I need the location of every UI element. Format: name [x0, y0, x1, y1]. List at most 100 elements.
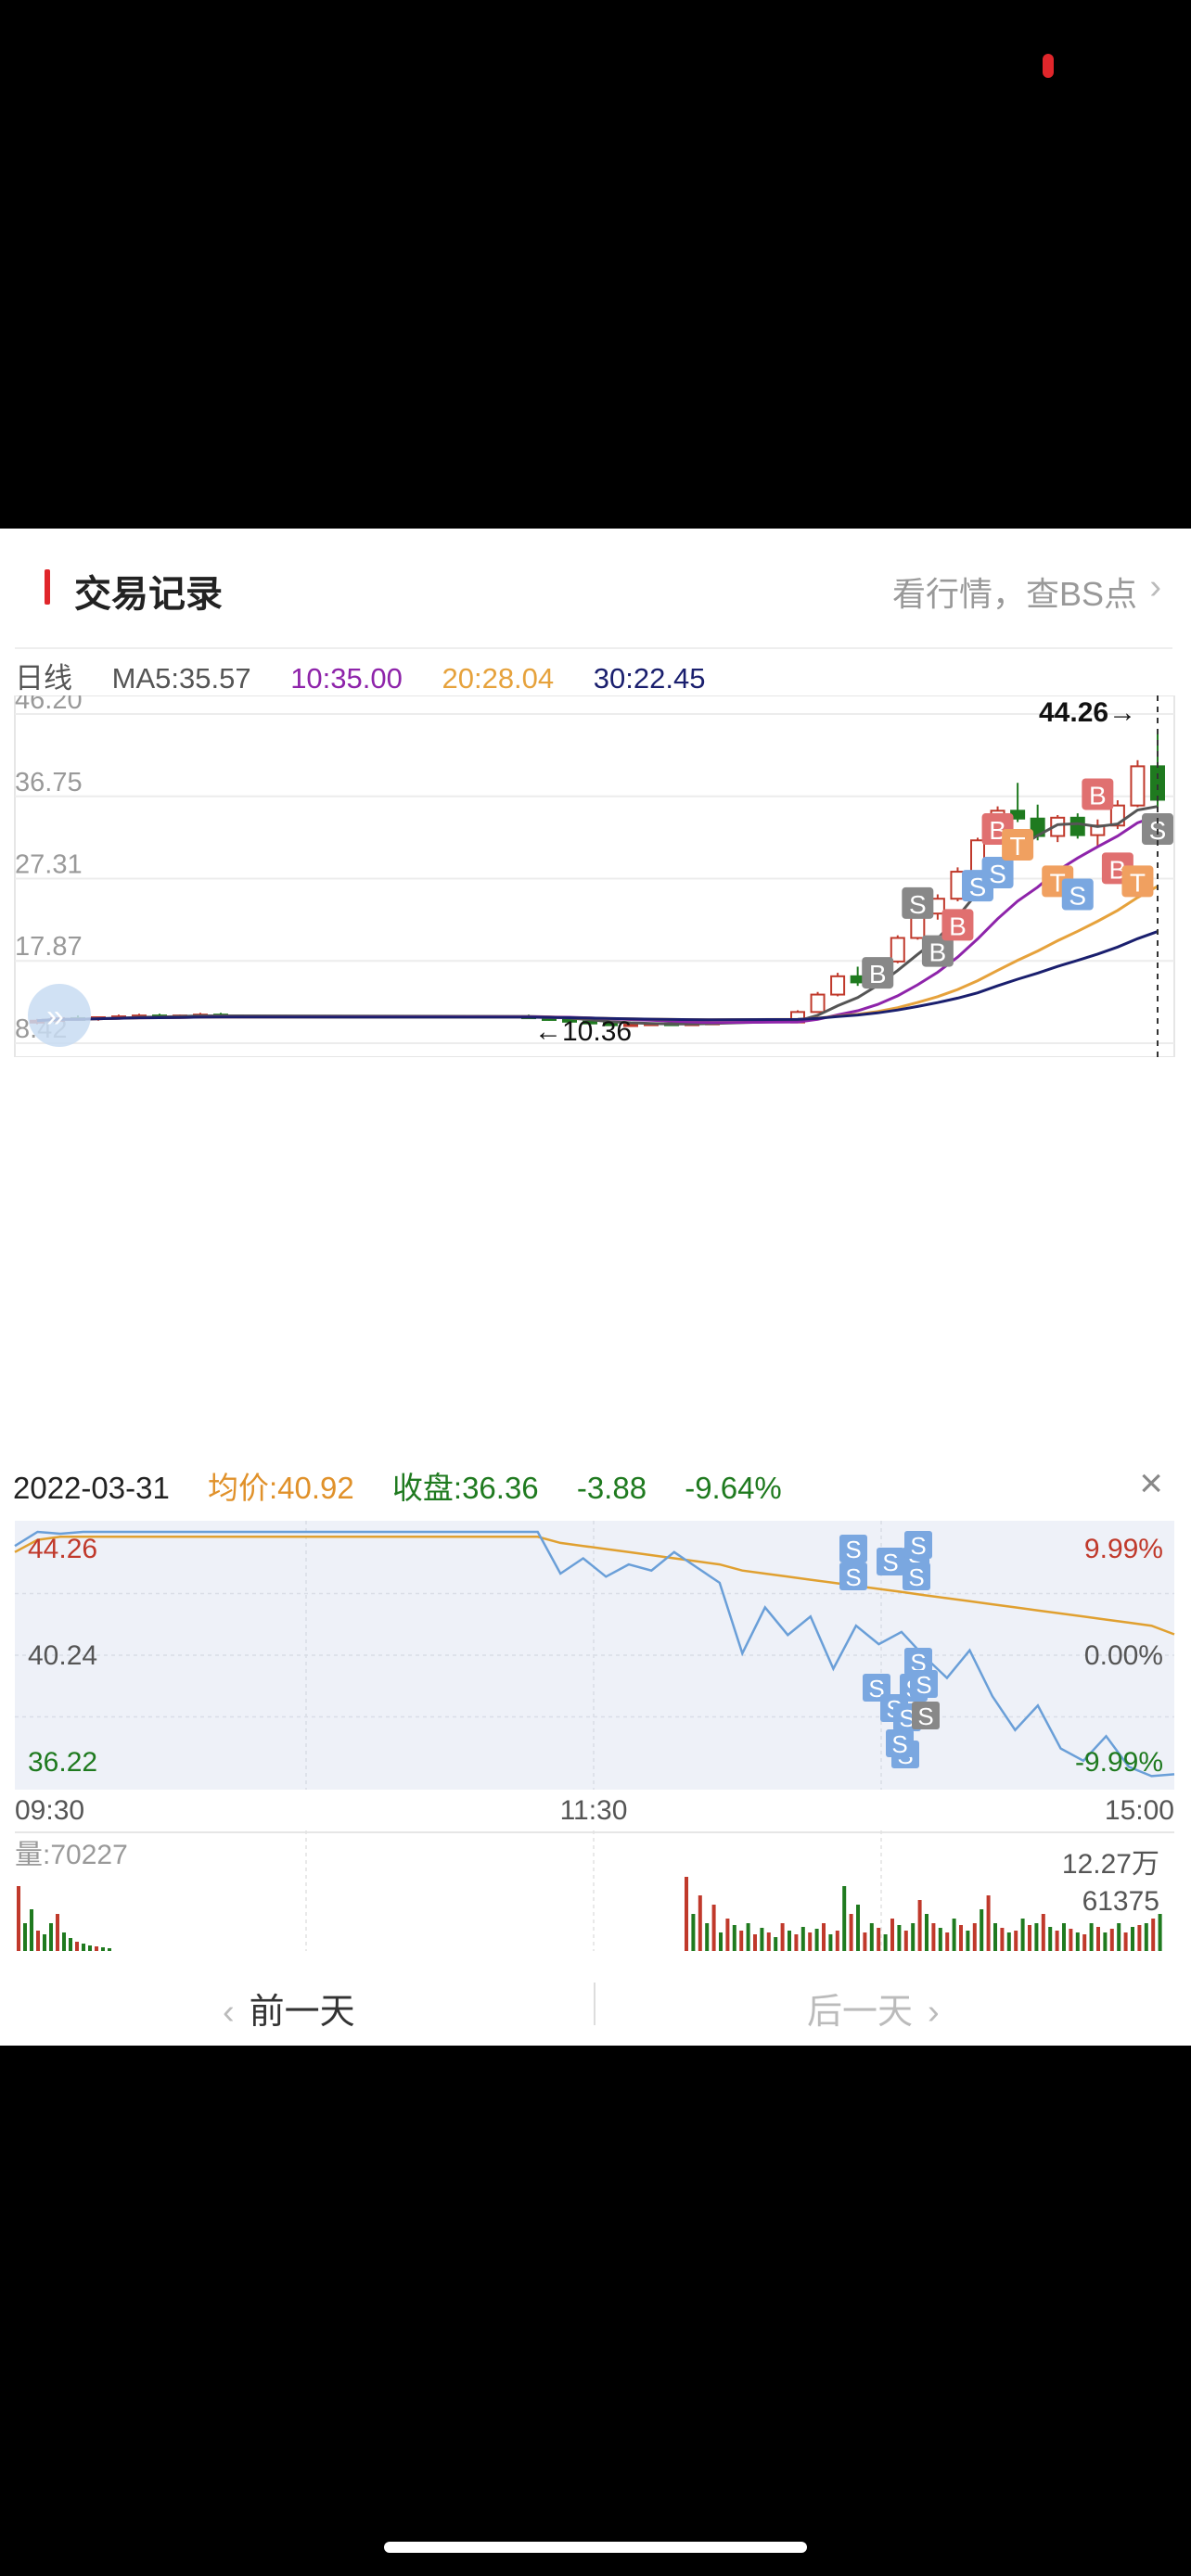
chevron-left-icon: ‹	[223, 1993, 235, 2032]
volume-bar	[897, 1925, 902, 1951]
volume-bar	[1069, 1929, 1073, 1951]
volume-bar	[849, 1914, 853, 1951]
marker-s-badge	[902, 886, 934, 919]
high-price-label: 44.26→	[1039, 697, 1136, 728]
view-quotes-link[interactable]: 看行情，查BS点	[891, 575, 1137, 613]
intraday-chart[interactable]: SSSSSSSSSSSSSSS 44.26 40.24 36.22 9.99% 0.00…	[0, 1521, 1191, 1827]
marker-t-text: T	[1010, 832, 1026, 861]
volume-bar	[88, 1945, 92, 1951]
trade-record-panel: 交易记录 看行情，查BS点 › 日线 MA5:35.57 10:35.00 20…	[0, 529, 1191, 2046]
volume-bar	[1034, 1923, 1039, 1951]
candle-body	[1069, 816, 1085, 836]
double-arrow-icon: »	[46, 999, 64, 1034]
kline-y-tick: 46.20	[15, 695, 83, 715]
expand-handle-icon[interactable]	[28, 984, 91, 1047]
period-label[interactable]: 日线	[15, 662, 72, 695]
kline-frame	[14, 695, 1175, 1057]
intraday-s-text: S	[910, 1532, 926, 1560]
volume-bar	[1041, 1914, 1045, 1951]
volume-bar	[1103, 1932, 1108, 1951]
volume-bar	[952, 1919, 956, 1951]
ma-legend: 日线 MA5:35.57 10:35.00 20:28.04 30:22.45	[15, 655, 736, 699]
candle-body	[562, 1018, 577, 1023]
ma20-line	[36, 885, 1159, 1023]
intraday-s-badge	[912, 1702, 940, 1729]
volume-bar	[1158, 1914, 1162, 1951]
volume-bar	[822, 1923, 826, 1951]
change-value: -3.88	[576, 1471, 647, 1505]
volume-bar	[917, 1900, 922, 1951]
volume-bar	[691, 1914, 696, 1951]
volume-chart: 量:70227 12.27万 61375	[15, 1830, 1174, 1951]
volume-bar	[780, 1923, 785, 1951]
volume-bar	[1082, 1934, 1087, 1951]
volume-bar	[1151, 1919, 1156, 1951]
marker-t-badge	[1121, 865, 1154, 898]
intraday-y-left-tick: 36.22	[28, 1747, 97, 1778]
volume-bar	[800, 1927, 805, 1951]
intraday-s-text: S	[910, 1649, 926, 1677]
section-header: 交易记录 看行情，查BS点 ›	[0, 529, 1191, 649]
volume-max: 12.27万	[1062, 1849, 1159, 1880]
kline-y-tick: 36.75	[15, 768, 83, 797]
close-icon[interactable]: ×	[1139, 1460, 1163, 1506]
intraday-s-text: S	[868, 1675, 884, 1702]
volume-bar	[828, 1934, 833, 1951]
volume-bar	[23, 1923, 27, 1951]
volume-bar	[1144, 1923, 1148, 1951]
intraday-x-tick: 15:00	[1105, 1795, 1174, 1826]
low-price-label: ←10.36	[534, 1016, 632, 1047]
intraday-lines	[14, 1530, 1175, 1778]
section-accent-bar	[45, 569, 50, 605]
volume-bar	[993, 1923, 997, 1951]
candle-body	[1130, 765, 1146, 807]
intraday-s-badge	[877, 1548, 904, 1575]
volume-bar	[1062, 1923, 1066, 1951]
intraday-summary: 2022-03-31 均价:40.92 收盘:36.36 -3.88 -9.64…	[13, 1463, 812, 1510]
candle-body	[890, 937, 905, 963]
chevron-right-icon[interactable]: ›	[1149, 567, 1161, 606]
volume-bar	[1109, 1929, 1114, 1951]
intraday-s-badge	[839, 1535, 867, 1562]
volume-bar	[869, 1923, 874, 1951]
prev-day-button[interactable]: ‹ 前一天	[223, 1983, 355, 2034]
volume-bar	[43, 1934, 46, 1951]
intraday-y-right-tick: 0.00%	[1084, 1640, 1163, 1671]
volume-bar	[788, 1931, 791, 1951]
marker-s-text: S	[909, 890, 927, 919]
volume-bar	[1028, 1925, 1031, 1951]
volume-bar	[698, 1895, 702, 1951]
header-divider	[15, 647, 1172, 649]
volume-bar	[1020, 1919, 1025, 1951]
kline-y-tick: 27.31	[15, 850, 83, 880]
volume-label: 量:70227	[15, 1840, 128, 1870]
volume-bar	[30, 1909, 33, 1951]
volume-bar	[1096, 1927, 1100, 1951]
volume-bar	[685, 1877, 688, 1951]
volume-bar	[760, 1928, 764, 1951]
intraday-y-right-tick: 9.99%	[1084, 1534, 1163, 1564]
chevron-right-icon: ›	[928, 1993, 940, 2032]
intraday-s-text: S	[917, 1702, 933, 1730]
nav-divider	[594, 1983, 596, 2025]
next-day-button[interactable]: 后一天 ›	[807, 1983, 940, 2034]
ma5-value: MA5:35.57	[111, 662, 251, 695]
volume-mid: 61375	[1082, 1886, 1159, 1917]
volume-bar	[1123, 1932, 1128, 1951]
volume-bar	[911, 1923, 916, 1951]
volume-bar	[856, 1905, 860, 1951]
volume-bar	[863, 1932, 867, 1951]
ma30-line	[36, 930, 1159, 1023]
volume-bar	[69, 1938, 72, 1951]
volume-grid	[15, 1830, 1174, 1951]
marker-s-badge	[981, 857, 1014, 889]
volume-bar	[719, 1932, 723, 1951]
marker-s-text: S	[989, 860, 1006, 888]
ma20-value: 20:28.04	[442, 662, 555, 695]
volume-bar	[1075, 1932, 1080, 1951]
volume-bar	[739, 1931, 744, 1951]
volume-bar	[75, 1942, 79, 1951]
ma10-line	[36, 814, 1159, 1025]
